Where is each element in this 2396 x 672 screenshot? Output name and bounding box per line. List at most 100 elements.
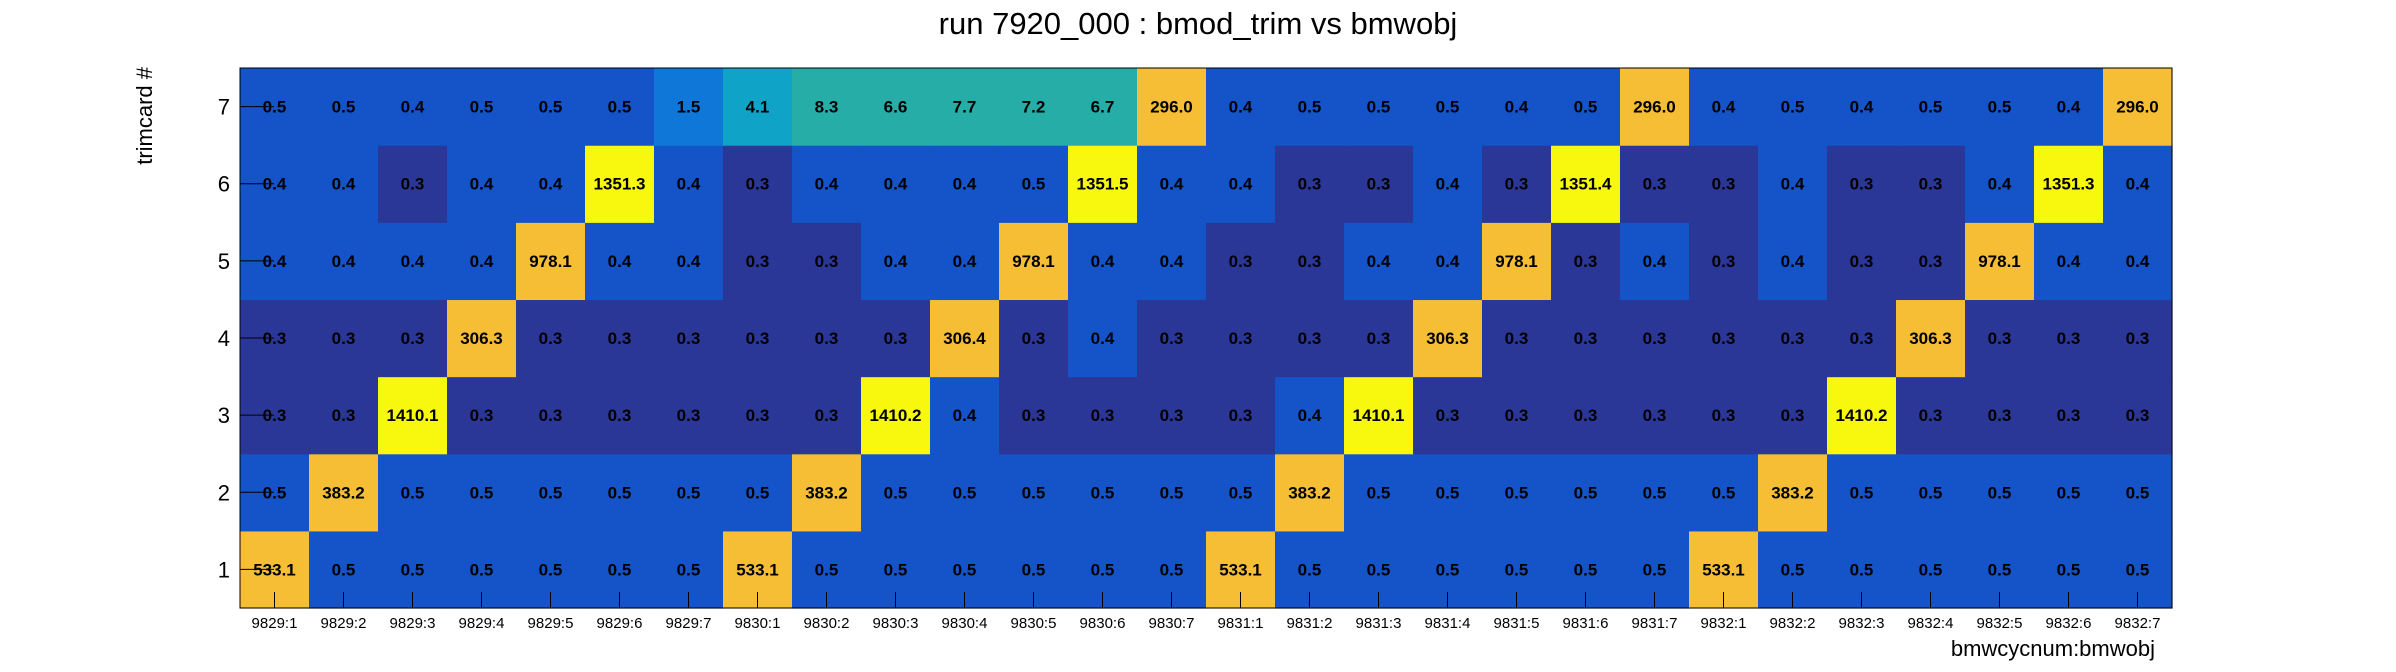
cell-value: 0.5 bbox=[401, 560, 425, 579]
heatmap-cell bbox=[447, 299, 517, 378]
cell-value: 1.5 bbox=[677, 98, 701, 117]
cell-value: 0.3 bbox=[746, 406, 770, 425]
heatmap-cell bbox=[378, 453, 448, 532]
heatmap-cell bbox=[2034, 376, 2104, 455]
cell-value: 0.4 bbox=[263, 175, 287, 194]
heatmap-cell bbox=[1344, 376, 1414, 455]
heatmap-cell bbox=[1551, 299, 1621, 378]
cell-value: 0.3 bbox=[1919, 252, 1943, 271]
heatmap-cell bbox=[309, 222, 379, 301]
x-axis-ticks: 9829:1 9829:2 9829:3 9829:4 9829:5 9829:6 9829… bbox=[252, 592, 2161, 632]
cell-value: 0.5 bbox=[1298, 560, 1322, 579]
heatmap-cell bbox=[1965, 68, 2035, 146]
cell-value: 0.3 bbox=[677, 329, 701, 348]
cell-value: 533.1 bbox=[736, 560, 779, 579]
heatmap-cell bbox=[1827, 222, 1897, 301]
x-tick-label: 9829:2 bbox=[321, 615, 367, 632]
cell-value: 0.4 bbox=[1436, 252, 1460, 271]
heatmap-cell bbox=[654, 145, 724, 223]
x-tick-label: 9831:7 bbox=[1632, 615, 1678, 632]
cell-value: 0.5 bbox=[1436, 483, 1460, 502]
heatmap-cell bbox=[2034, 68, 2104, 146]
cell-value: 296.0 bbox=[2116, 98, 2159, 117]
heatmap-cell bbox=[1275, 222, 1345, 301]
heatmap-cell bbox=[378, 145, 448, 223]
heatmap-cells bbox=[240, 68, 2173, 609]
cell-value: 0.5 bbox=[1091, 483, 1115, 502]
x-tick-label: 9832:7 bbox=[2115, 615, 2161, 632]
cell-value: 0.4 bbox=[1298, 406, 1322, 425]
cell-value: 1410.2 bbox=[1836, 406, 1888, 425]
heatmap-cell bbox=[723, 145, 793, 223]
cell-value: 0.3 bbox=[608, 406, 632, 425]
cell-value: 0.3 bbox=[1574, 252, 1598, 271]
heatmap-cell bbox=[309, 145, 379, 223]
cell-value: 0.5 bbox=[1367, 483, 1391, 502]
heatmap-cell bbox=[792, 68, 862, 146]
heatmap-cell bbox=[1758, 299, 1828, 378]
cell-value: 0.3 bbox=[2057, 329, 2081, 348]
cell-value: 0.3 bbox=[746, 329, 770, 348]
cell-value: 0.3 bbox=[1505, 175, 1529, 194]
cell-value: 0.4 bbox=[1091, 329, 1115, 348]
heatmap-cell bbox=[2103, 145, 2173, 223]
cell-value: 0.3 bbox=[1643, 329, 1667, 348]
cell-value: 0.5 bbox=[1091, 560, 1115, 579]
heatmap-cell bbox=[1620, 222, 1690, 301]
cell-value: 0.5 bbox=[1781, 98, 1805, 117]
cell-value: 0.4 bbox=[1229, 98, 1253, 117]
heatmap-cell bbox=[1275, 299, 1345, 378]
x-tick-label: 9831:2 bbox=[1287, 615, 1333, 632]
heatmap-cell bbox=[1965, 299, 2035, 378]
heatmap-cell bbox=[1689, 376, 1759, 455]
heatmap-cell bbox=[861, 68, 931, 146]
heatmap-cell bbox=[378, 376, 448, 455]
heatmap-cell bbox=[1137, 68, 1207, 146]
x-tick-label: 9832:3 bbox=[1839, 615, 1885, 632]
cell-value: 0.5 bbox=[608, 483, 632, 502]
cell-value: 0.3 bbox=[401, 175, 425, 194]
heatmap-cell bbox=[792, 453, 862, 532]
cell-value: 0.3 bbox=[1919, 175, 1943, 194]
heatmap-cell bbox=[1344, 453, 1414, 532]
heatmap-cell bbox=[585, 145, 655, 223]
cell-value: 0.4 bbox=[884, 175, 908, 194]
heatmap-cell bbox=[1344, 145, 1414, 223]
heatmap-cell bbox=[1482, 68, 1552, 146]
heatmap-cell bbox=[1206, 453, 1276, 532]
cell-value: 0.5 bbox=[1919, 560, 1943, 579]
cell-value: 0.3 bbox=[2126, 329, 2150, 348]
x-tick-label: 9830:7 bbox=[1149, 615, 1195, 632]
heatmap-cell bbox=[1620, 453, 1690, 532]
cell-value: 1410.2 bbox=[870, 406, 922, 425]
cell-value: 6.7 bbox=[1091, 98, 1115, 117]
cell-value: 0.4 bbox=[539, 175, 563, 194]
heatmap-cell bbox=[930, 376, 1000, 455]
x-tick-label: 9829:6 bbox=[597, 615, 643, 632]
heatmap-cell bbox=[1275, 376, 1345, 455]
cell-value: 0.5 bbox=[1367, 560, 1391, 579]
heatmap-cell bbox=[516, 222, 586, 301]
heatmap-cell bbox=[1137, 222, 1207, 301]
heatmap-cell bbox=[1758, 145, 1828, 223]
cell-value: 1351.3 bbox=[2043, 175, 2095, 194]
heatmap-cell bbox=[1551, 68, 1621, 146]
cell-value: 0.3 bbox=[1643, 406, 1667, 425]
y-tick-label: 6 bbox=[218, 172, 230, 197]
cell-value: 0.4 bbox=[1160, 175, 1184, 194]
y-tick-label: 5 bbox=[218, 249, 230, 274]
heatmap-cell bbox=[2103, 376, 2173, 455]
cell-value: 383.2 bbox=[1771, 483, 1814, 502]
cell-value: 0.5 bbox=[1367, 98, 1391, 117]
heatmap-cell bbox=[1482, 376, 1552, 455]
heatmap-cell bbox=[1827, 299, 1897, 378]
cell-value: 0.4 bbox=[470, 252, 494, 271]
heatmap-cell bbox=[1413, 222, 1483, 301]
heatmap-cell bbox=[999, 299, 1069, 378]
cell-value: 0.3 bbox=[1298, 252, 1322, 271]
cell-value: 0.3 bbox=[815, 252, 839, 271]
heatmap-cell bbox=[1896, 222, 1966, 301]
cell-value: 296.0 bbox=[1633, 98, 1676, 117]
heatmap-cell bbox=[2034, 453, 2104, 532]
heatmap-cell bbox=[2103, 299, 2173, 378]
